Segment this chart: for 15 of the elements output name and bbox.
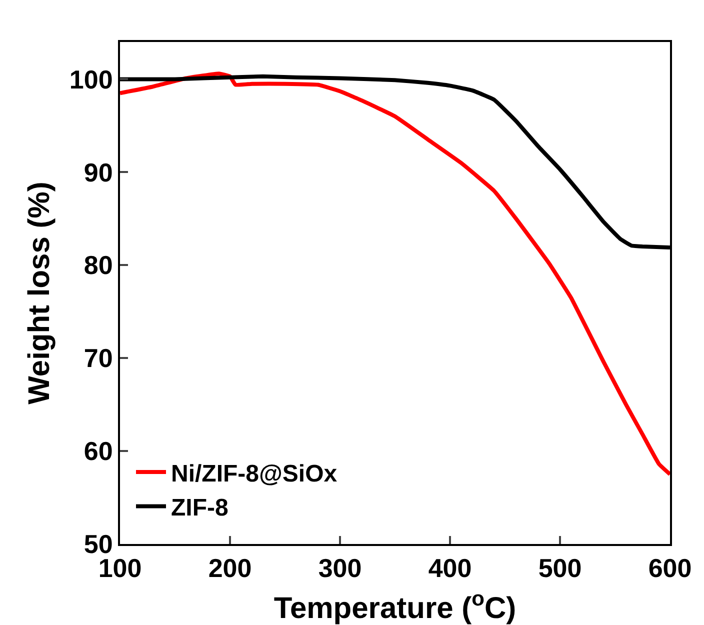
x-tick-label: 400 bbox=[428, 553, 472, 584]
y-tick-label: 70 bbox=[84, 343, 113, 374]
x-axis-title: Temperature ($^{o}$C) bbox=[274, 587, 516, 625]
legend-label: Ni/ZIF-8@SiOx bbox=[171, 460, 338, 488]
x-tick-label: 600 bbox=[648, 553, 692, 584]
y-axis-title: Weight loss (%) bbox=[23, 182, 56, 404]
y-tick-label: 50 bbox=[84, 529, 113, 560]
y-tick-label: 80 bbox=[84, 250, 113, 280]
x-tick-label: 500 bbox=[538, 553, 582, 584]
x-tick-label: 200 bbox=[208, 553, 252, 584]
y-tick-label: 90 bbox=[84, 157, 113, 188]
y-tick-label: 60 bbox=[84, 436, 113, 466]
y-tick-label: 100 bbox=[69, 64, 113, 94]
x-tick-label: 300 bbox=[318, 553, 362, 584]
legend-label: ZIF-8 bbox=[171, 494, 228, 522]
